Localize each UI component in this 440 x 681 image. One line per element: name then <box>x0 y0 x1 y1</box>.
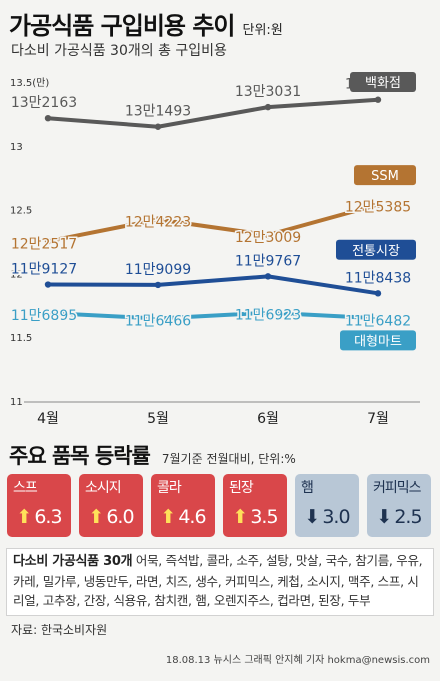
data-point <box>374 96 382 103</box>
data-label: 12만4223 <box>125 215 191 231</box>
section-note: 7월기준 전월대비, 단위:% <box>161 452 296 466</box>
item-name: 커피믹스 <box>373 480 422 496</box>
data-label: 11만8438 <box>345 270 411 286</box>
data-label: 11만9767 <box>235 253 301 269</box>
chart-subtitle: 다소비 가공식품 30개의 총 구입비용 <box>11 43 227 59</box>
item-card: 소시지 ⬆ 6.0 <box>79 474 143 537</box>
item-card: 스프 ⬆ 6.3 <box>7 474 71 537</box>
item-name: 소시지 <box>85 480 122 496</box>
item-name: 콜라 <box>157 480 182 496</box>
data-label: 11만6482 <box>345 313 411 329</box>
data-point <box>374 315 382 322</box>
x-tick-label: 6월 <box>257 411 279 426</box>
x-tick-label: 7월 <box>367 411 389 426</box>
unit-label: 단위:원 <box>242 23 283 38</box>
data-point <box>44 281 52 288</box>
y-tick-label: 13.5(만) <box>10 77 49 89</box>
data-point <box>264 103 272 111</box>
item-name: 햄 <box>301 480 314 496</box>
data-label: 11만6466 <box>125 313 191 329</box>
item-value: 2.5 <box>394 506 422 528</box>
data-label: 11만9099 <box>125 262 191 278</box>
y-tick-label: 11.5 <box>10 333 32 344</box>
item-value: 6.0 <box>106 506 134 528</box>
data-point <box>154 123 162 130</box>
source-label: 자료: 한국소비자원 <box>11 623 108 637</box>
item-list-box: 다소비 가공식품 30개 어묵, 즉석밥, 콜라, 소주, 설탕, 맛살, 국수… <box>6 548 434 616</box>
series-line <box>47 97 379 129</box>
x-tick-label: 5월 <box>147 411 169 426</box>
legend-label: 대형마트 <box>354 334 402 349</box>
item-value: 3.0 <box>322 506 350 528</box>
item-value-row: ⬇ 3.0 <box>295 506 359 528</box>
data-point <box>374 290 382 297</box>
legend-badge <box>336 239 416 260</box>
item-list-text: 어묵, 즉석밥, 콜라, 소주, 설탕, 맛살, 국수, 참기름, 우유, 카레… <box>13 553 423 608</box>
item-name: 된장 <box>229 480 254 496</box>
item-card: 콜라 ⬆ 4.6 <box>151 474 215 537</box>
data-label: 12만3009 <box>235 230 301 246</box>
x-tick-label: 4월 <box>37 411 59 426</box>
data-label: 11만6923 <box>235 308 301 324</box>
data-label: 12만5385 <box>345 200 411 216</box>
data-label: 11만9127 <box>11 262 77 278</box>
item-cards: 스프 ⬆ 6.3 소시지 ⬆ 6.0 콜라 ⬆ 4.6 된장 ⬆ 3.5 햄 ⬇ 3.0 … <box>7 474 435 540</box>
item-card: 커피믹스 ⬇ 2.5 <box>367 474 431 537</box>
line-chart: 13.5(만) 13 12.5 12 11.5 11 4월 5월 6월 7월 13만2163 13만1… <box>9 72 420 426</box>
up-arrow-icon: ⬆ <box>232 506 248 528</box>
item-card: 햄 ⬇ 3.0 <box>295 474 359 537</box>
item-name: 스프 <box>13 480 38 496</box>
up-arrow-icon: ⬆ <box>16 506 32 528</box>
series-line <box>47 310 379 321</box>
legend-label: SSM <box>371 169 399 184</box>
data-label: 13만2163 <box>11 95 77 111</box>
series-line <box>47 202 379 244</box>
up-arrow-icon: ⬆ <box>160 506 176 528</box>
data-point <box>264 273 272 280</box>
data-point <box>44 309 52 317</box>
item-value-row: ⬆ 3.5 <box>223 506 287 528</box>
item-value: 4.6 <box>178 506 206 528</box>
section-title: 주요 품목 등락률 <box>9 444 151 468</box>
item-value-row: ⬇ 2.5 <box>367 506 431 528</box>
data-label: 11만6895 <box>11 308 77 324</box>
legend-label: 전통시장 <box>352 244 400 259</box>
data-point <box>154 281 162 289</box>
data-point <box>44 115 52 122</box>
item-list-lead: 다소비 가공식품 30개 <box>13 554 133 569</box>
y-tick-label: 12.5 <box>10 206 32 217</box>
data-point <box>374 201 382 208</box>
y-tick-label: 11 <box>10 397 23 408</box>
chart-title: 가공식품 구입비용 추이 <box>9 12 236 40</box>
item-card: 된장 ⬆ 3.5 <box>223 474 287 537</box>
item-value: 6.3 <box>34 506 62 528</box>
data-point <box>264 231 272 239</box>
up-arrow-icon: ⬆ <box>88 506 104 528</box>
item-value-row: ⬆ 4.6 <box>151 506 215 528</box>
data-point <box>264 309 272 316</box>
data-label: 12만2517 <box>11 236 77 252</box>
down-arrow-icon: ⬇ <box>376 506 392 528</box>
item-value-row: ⬆ 6.0 <box>79 506 143 528</box>
data-point <box>154 216 162 223</box>
legend-badge <box>350 72 416 92</box>
down-arrow-icon: ⬇ <box>304 506 320 528</box>
legend-badge <box>354 165 416 186</box>
item-value: 3.5 <box>250 506 278 528</box>
item-value-row: ⬆ 6.3 <box>7 506 71 528</box>
legend-label: 백화점 <box>365 76 401 91</box>
section-title-row: 주요 품목 등락률 7월기준 전월대비, 단위:% <box>9 440 296 470</box>
data-point <box>154 315 162 322</box>
y-tick-label: 12 <box>10 269 23 280</box>
legend-badge <box>340 330 416 351</box>
data-label: 13만3031 <box>235 84 301 100</box>
series-line <box>47 274 379 296</box>
data-point <box>44 238 52 245</box>
title-row: 가공식품 구입비용 추이 단위:원 <box>9 6 283 41</box>
credit-label: 18.08.13 뉴시스 그래픽 안지혜 기자 hokma@newsis.com <box>165 655 430 666</box>
data-label: 13만1493 <box>125 104 191 120</box>
y-tick-label: 13 <box>10 142 23 153</box>
